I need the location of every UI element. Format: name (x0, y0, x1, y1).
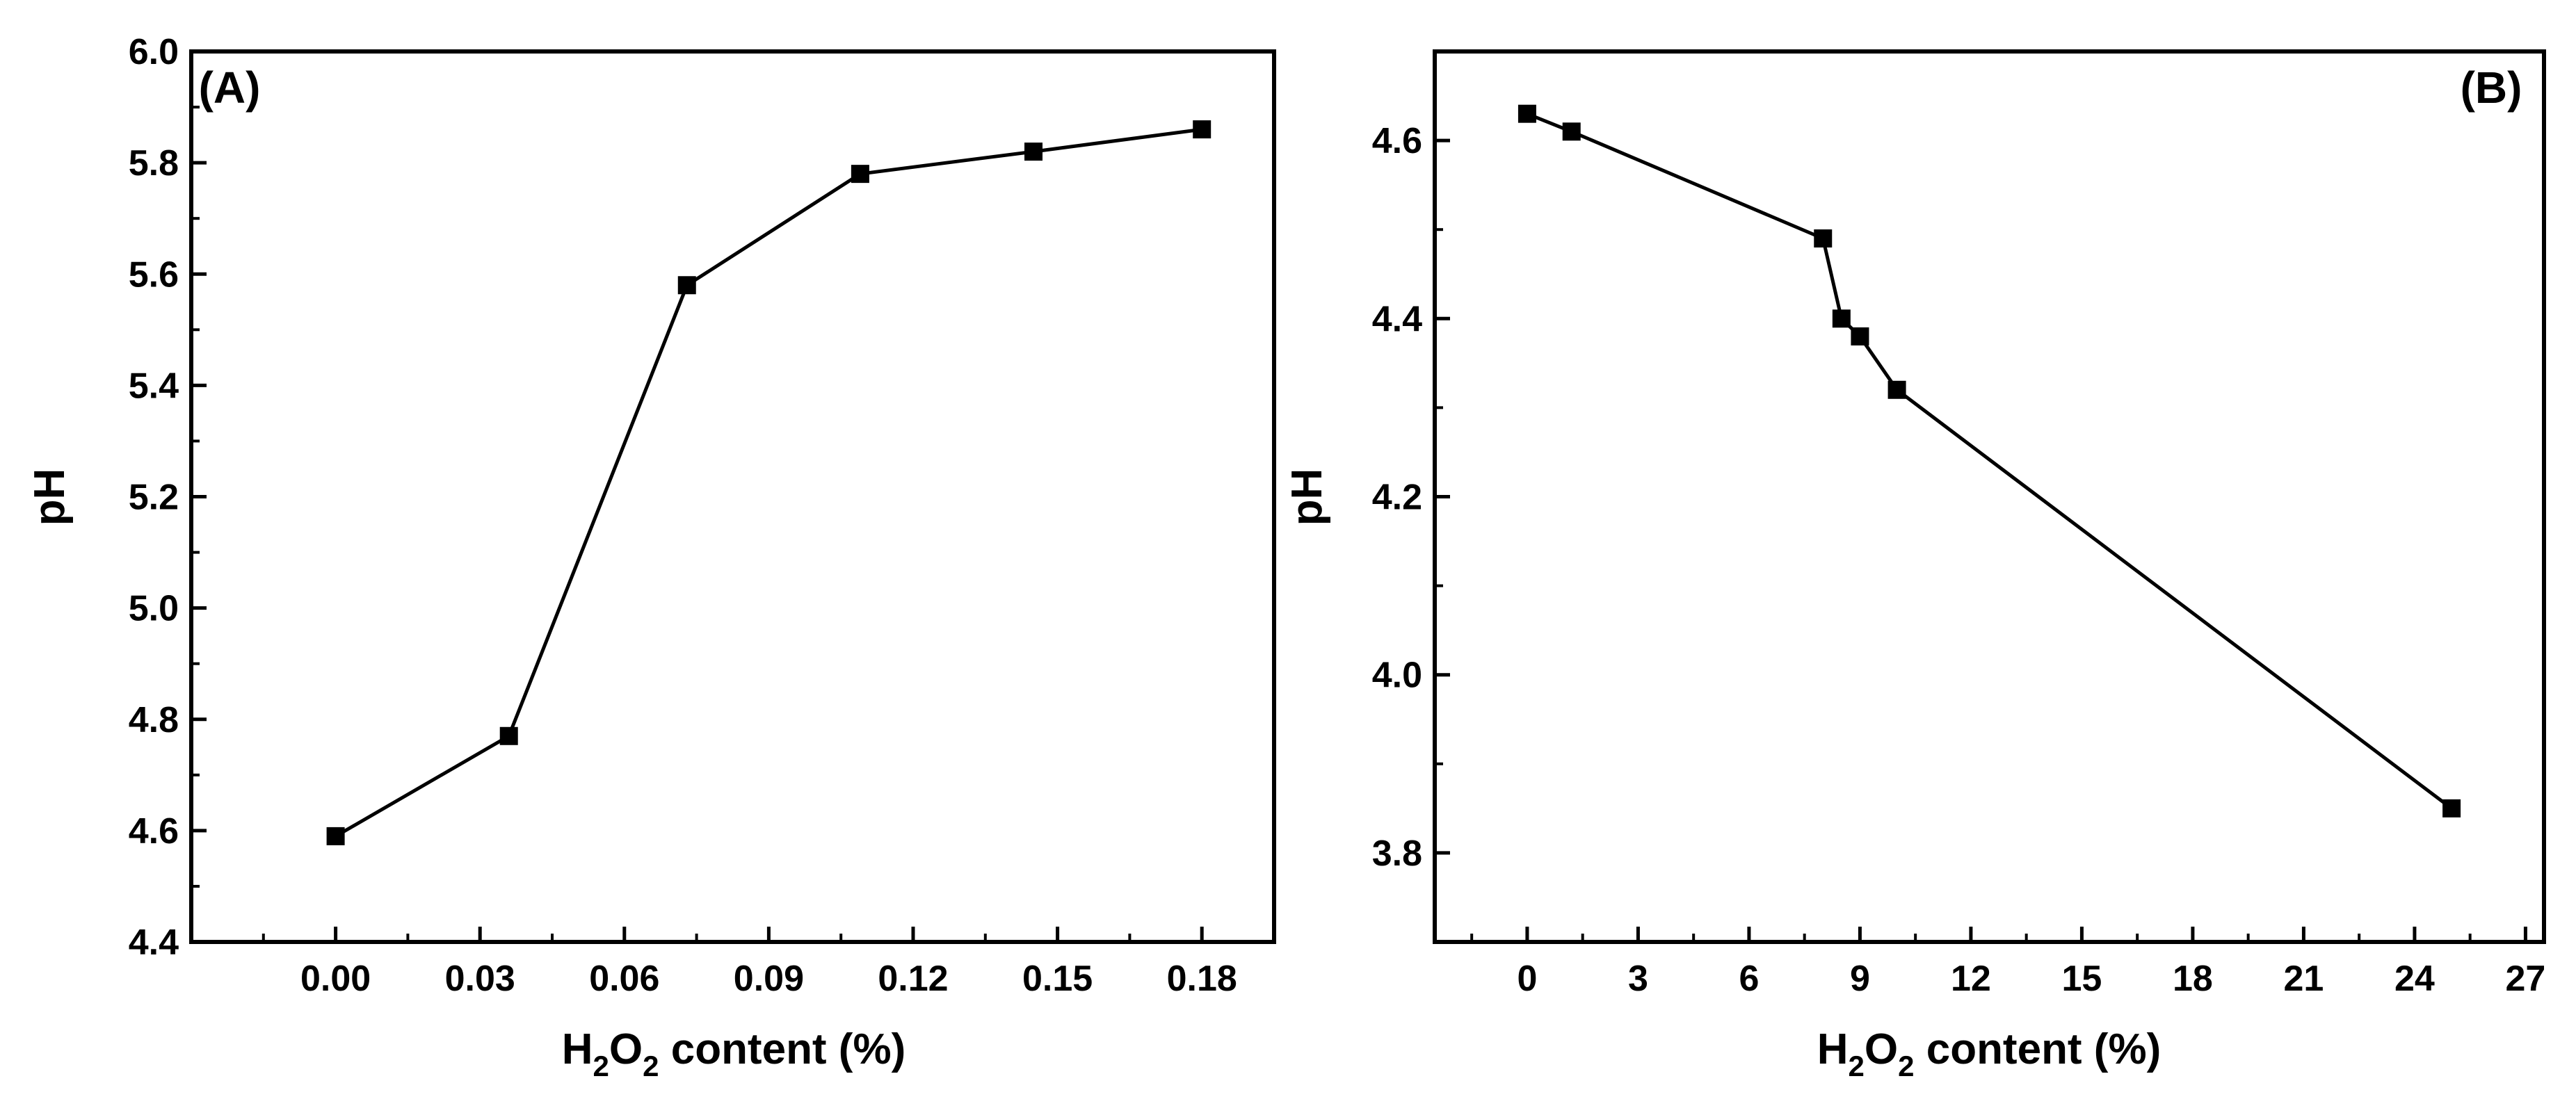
y-tick-label-b-2: 4.2 (1372, 478, 1422, 518)
x-tick-label-b-9: 27 (2505, 959, 2545, 999)
plot-frame-b (1433, 49, 2546, 944)
x-axis-label-b: H2O2 content (%) (1817, 1025, 2161, 1082)
y-axis-label-a: pH (26, 469, 74, 526)
data-point-b-3 (1832, 309, 1851, 328)
x-axis-label-a: H2O2 content (%) (562, 1025, 905, 1082)
data-point-a-0 (326, 827, 345, 845)
plot-frame-a (189, 49, 1276, 944)
series-line-a-0 (335, 127, 1202, 838)
x-tick-label-b-8: 24 (2394, 959, 2435, 999)
x-axis-label-b-rest: content (%) (1914, 1025, 2161, 1073)
x-axis-label-b-sub2: 2 (1898, 1050, 1914, 1082)
y-tick-label-a-8: 6.0 (129, 32, 179, 72)
x-tick-label-a-0: 0.00 (300, 959, 371, 999)
y-tick-label-a-6: 5.6 (129, 254, 179, 295)
y-tick-label-a-3: 5.0 (129, 589, 179, 629)
y-tick-label-b-4: 4.6 (1372, 121, 1422, 161)
x-tick-label-a-5: 0.15 (1022, 959, 1093, 999)
x-axis-label-a-o: O (609, 1025, 643, 1073)
ticks-a: 0.00 0.03 0.06 0.09 0.12 0.15 0.18 4.4 4.6 4.8 5.0… (129, 32, 1237, 999)
x-tick-label-a-2: 0.06 (589, 959, 659, 999)
x-tick-label-a-3: 0.09 (734, 959, 804, 999)
x-axis-label-a-h: H (562, 1025, 593, 1073)
data-point-a-2 (677, 276, 696, 295)
data-point-a-3 (851, 165, 869, 184)
x-tick-label-a-4: 0.12 (878, 959, 948, 999)
y-tick-label-a-2: 4.8 (129, 700, 179, 740)
y-tick-label-a-5: 5.4 (129, 366, 179, 406)
series-a (326, 120, 1211, 845)
panel-label-b: (B) (2461, 63, 2522, 113)
ticks-b: 0 3 6 9 12 15 18 21 24 27 3.8 4.0 4.2 4.4 4.6 (1372, 121, 2546, 999)
x-tick-label-a-1: 0.03 (445, 959, 515, 999)
data-point-b-4 (1851, 327, 1869, 345)
y-tick-label-a-0: 4.4 (129, 922, 179, 963)
y-tick-label-a-7: 5.8 (129, 143, 179, 184)
x-axis-label-b-h: H (1817, 1025, 1849, 1073)
data-point-b-0 (1518, 104, 1536, 123)
data-point-b-6 (2442, 799, 2461, 818)
data-point-b-2 (1814, 229, 1833, 248)
data-point-a-1 (499, 726, 518, 745)
x-tick-label-a-6: 0.18 (1167, 959, 1237, 999)
y-tick-label-a-4: 5.2 (129, 478, 179, 518)
x-tick-label-b-1: 3 (1628, 959, 1648, 999)
chart-panel-b: 0 3 6 9 12 15 18 21 24 27 3.8 4.0 4.2 4.4 4.6 (B) pH H… (1283, 49, 2546, 1082)
x-axis-label-a-rest: content (%) (659, 1025, 905, 1073)
x-axis-label-b-o: O (1865, 1025, 1898, 1073)
x-tick-label-b-3: 9 (1850, 959, 1870, 999)
data-point-a-5 (1193, 120, 1211, 139)
x-tick-label-b-2: 6 (1739, 959, 1759, 999)
y-tick-label-b-1: 4.0 (1372, 656, 1422, 696)
y-tick-label-b-3: 4.4 (1372, 299, 1422, 339)
x-axis-label-a-sub1: 2 (593, 1050, 609, 1082)
x-axis-label-b-sub1: 2 (1849, 1050, 1865, 1082)
panel-label-a: (A) (199, 63, 261, 113)
x-tick-label-b-6: 18 (2173, 959, 2213, 999)
chart-panel-a: 0.00 0.03 0.06 0.09 0.12 0.15 0.18 4.4 4.6 4.8 5.0… (26, 32, 1276, 1082)
series-b (1518, 104, 2461, 818)
x-axis-label-a-sub2: 2 (643, 1050, 659, 1082)
series-line-b-0 (1526, 112, 2453, 810)
data-point-b-5 (1887, 380, 1906, 399)
y-tick-label-b-0: 3.8 (1372, 833, 1422, 874)
y-axis-label-b: pH (1283, 469, 1331, 526)
x-tick-label-b-7: 21 (2283, 959, 2324, 999)
x-tick-label-b-4: 12 (1951, 959, 1991, 999)
data-point-a-4 (1024, 143, 1043, 161)
x-tick-label-b-5: 15 (2061, 959, 2102, 999)
x-tick-label-b-0: 0 (1517, 959, 1537, 999)
y-tick-label-a-1: 4.6 (129, 811, 179, 852)
data-point-b-1 (1562, 122, 1581, 141)
